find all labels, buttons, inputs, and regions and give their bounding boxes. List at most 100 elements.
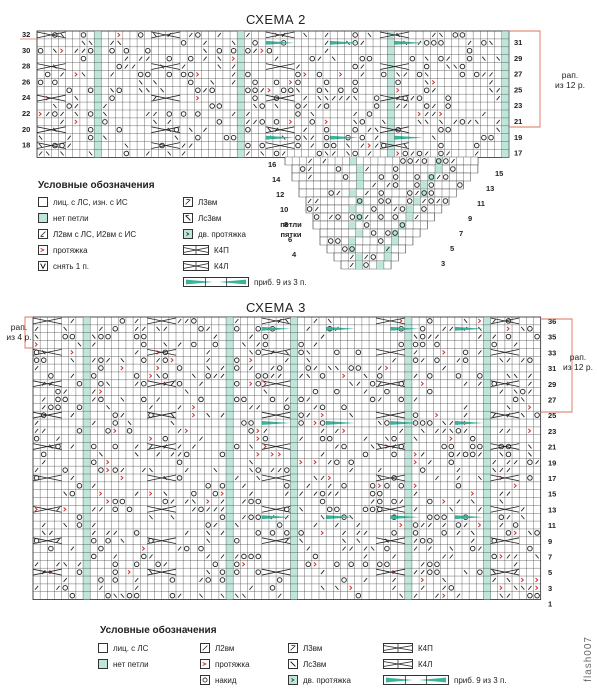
- scheme2-legend-title: Условные обозначения: [38, 180, 155, 191]
- scheme2-heel-nostitch: [406, 205, 414, 213]
- increase-nine-icon: [183, 277, 249, 287]
- scheme2-row-number-left: 14: [272, 175, 281, 184]
- scheme3-grid-increase-mark: [326, 421, 355, 425]
- scheme3-row-number: 35: [548, 333, 556, 342]
- knit-three-together-icon: [288, 643, 298, 653]
- knit-two-together-icon: [200, 643, 210, 653]
- scheme2-heel-nostitch: [435, 157, 443, 165]
- knit-two-together-icon: [38, 229, 48, 239]
- scheme2-grid-frame: [36, 30, 510, 158]
- legend2-c4r-label: К4П: [214, 245, 229, 255]
- no-stitch-icon: [98, 659, 108, 669]
- scheme2-heel-nostitch: [391, 229, 399, 237]
- scheme2-heel-nostitch: [420, 189, 428, 197]
- scheme2-grid-nostitch-column: [501, 31, 509, 158]
- scheme3-row-number: 3: [548, 584, 552, 593]
- legend3-dpull-label: дв. протяжка: [303, 675, 351, 685]
- scheme3-row-number: 31: [548, 364, 556, 373]
- scheme2-heel-row: [298, 188, 457, 198]
- scheme2-row-number-left: 4: [292, 250, 297, 259]
- legend3-inc9-label: приб. 9 из 3 п.: [454, 675, 507, 685]
- scheme3-row-number: 1: [548, 600, 552, 609]
- legend3-l3tog-label: Л3вм: [303, 643, 323, 653]
- scheme2-row-number-right: 13: [486, 184, 494, 193]
- legend2-knit-label: лиц. с ЛС, изн. с ИС: [53, 197, 128, 207]
- legend2-dpull-label: дв. протяжка: [198, 229, 246, 239]
- legend2-l2tog: Л2вм с ЛС, И2вм с ИС: [38, 229, 136, 239]
- legend3-lc3tog: Лс3вм: [288, 659, 326, 669]
- scheme3-legend-title: Условные обозначения: [100, 625, 217, 636]
- scheme2-heel-row: [291, 164, 479, 174]
- scheme2-heel-nostitch: [384, 253, 392, 261]
- scheme2-grid-increase-mark: [394, 135, 424, 140]
- legend2-c4l-label: К4Л: [214, 261, 229, 271]
- legend3-l2tog: Л2вм: [200, 643, 234, 653]
- scheme2-grid-nostitch-column: [94, 31, 102, 158]
- legend2-l3tog: Л3вм: [183, 197, 217, 207]
- legend2-slip-label: снять 1 п.: [53, 261, 90, 271]
- scheme2-heel-nostitch: [420, 181, 428, 189]
- legend3-c4l-label: К4Л: [418, 659, 433, 669]
- legend3-l2tog-label: Л2вм: [215, 643, 235, 653]
- scheme2-heel-nostitch: [355, 229, 363, 237]
- scheme2-grid-increase-mark: [394, 40, 424, 45]
- legend3-yo: накид: [200, 675, 237, 685]
- scheme3-grid-increase-mark: [326, 326, 355, 331]
- legend2-l3tog-label: Л3вм: [198, 197, 218, 207]
- watermark: flash007: [583, 636, 594, 682]
- scheme3-repeat-left-text: рап. из 4 р.: [6, 322, 32, 342]
- scheme2-heel-label: петли пятки: [275, 220, 307, 240]
- scheme2-heel-row: [333, 252, 399, 262]
- scheme2-heel-row: [319, 236, 414, 246]
- legend3-l3tog: Л3вм: [288, 643, 322, 653]
- knit-icon: [38, 197, 48, 207]
- legend2-nostitch-label: нет петли: [53, 213, 89, 223]
- scheme2-row-number-left: 18: [22, 141, 30, 150]
- increase-nine-icon: [383, 675, 449, 685]
- centered-three-together-icon: [288, 659, 298, 669]
- legend2-lc3tog: Лс3вм: [183, 213, 221, 223]
- legend3-pull: протяжка: [200, 659, 250, 669]
- scheme3-row-number: 5: [548, 568, 552, 577]
- scheme2-heel-nostitch: [348, 205, 357, 213]
- scheme2-heel-nostitch: [356, 181, 364, 189]
- legend2-dpull: дв. протяжка: [183, 229, 246, 239]
- scheme3-row-number: 11: [548, 521, 556, 530]
- scheme2-row-number-right: 5: [450, 244, 454, 253]
- scheme2-repeat-bracket: [508, 30, 541, 128]
- scheme3-row-number: 21: [548, 443, 556, 452]
- scheme2-heel-row: [291, 172, 471, 182]
- legend2-inc9: приб. 9 из 3 п.: [183, 277, 307, 287]
- scheme2-row-number-right: 29: [514, 54, 522, 63]
- scheme2-heel-label-text: петли пятки: [280, 220, 302, 239]
- scheme3-row-number: 27: [548, 396, 556, 405]
- scheme3-grid-increase-mark: [326, 515, 355, 520]
- scheme3-grid-increase-mark: [454, 421, 484, 425]
- scheme3-grid-increase-mark: [261, 326, 291, 331]
- scheme2-row-number-right: 19: [514, 133, 522, 142]
- scheme3-row-number: 13: [548, 505, 556, 514]
- scheme2-heel-row: [312, 212, 435, 222]
- legend3-c4r-label: К4П: [418, 643, 433, 653]
- scheme3-row-number: 19: [548, 458, 556, 467]
- scheme2-heel-nostitch: [348, 221, 356, 229]
- scheme3-grid-increase-mark: [261, 421, 291, 425]
- double-pull-icon: [183, 229, 193, 239]
- cable-four-left-icon: [183, 261, 209, 271]
- scheme2-heel-nostitch: [348, 245, 356, 253]
- legend3-nostitch: нет петли: [98, 659, 149, 669]
- scheme2-heel-nostitch: [355, 213, 364, 221]
- scheme2-heel-row: [312, 220, 428, 230]
- scheme2-grid-increase-mark: [330, 135, 359, 140]
- scheme3-grid-frame: [32, 316, 542, 601]
- scheme2-heel-nostitch: [413, 197, 421, 205]
- scheme2-row-number-right: 23: [514, 101, 522, 110]
- legend2-slip: снять 1 п.: [38, 261, 89, 271]
- no-stitch-icon: [38, 213, 48, 223]
- scheme2-heel-nostitch: [356, 173, 364, 181]
- scheme3-row-number: 9: [548, 537, 552, 546]
- legend3-dpull: дв. протяжка: [288, 675, 351, 685]
- scheme3-row-number: 15: [548, 490, 556, 499]
- scheme2-row-number-right: 9: [468, 214, 472, 223]
